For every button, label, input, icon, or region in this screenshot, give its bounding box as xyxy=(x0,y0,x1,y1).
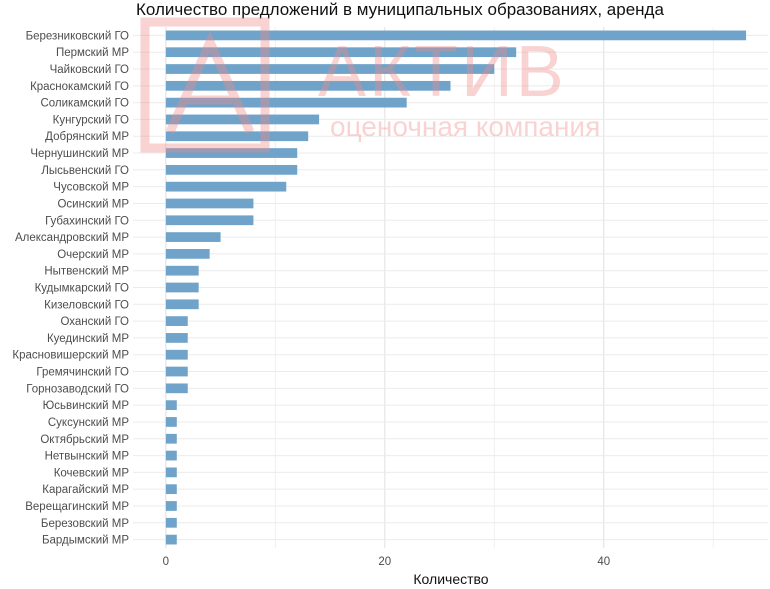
bar xyxy=(165,215,254,226)
bar xyxy=(165,349,188,360)
bar xyxy=(165,198,254,209)
y-tick-label: Александровский МР xyxy=(15,232,129,244)
y-tick-label: Кудымкарский ГО xyxy=(35,283,129,295)
watermark-logo: АКТИВ оценочная компания xyxy=(140,17,600,153)
bar xyxy=(165,316,188,326)
y-tick-label: Пермский МР xyxy=(56,47,129,59)
watermark-glyph xyxy=(165,30,255,134)
chart-title: Количество предложений в муниципальных о… xyxy=(136,0,664,19)
bar xyxy=(165,450,177,461)
y-tick-label: Юсьвинский МР xyxy=(43,400,130,412)
bar xyxy=(165,299,199,310)
bar xyxy=(165,181,287,192)
y-tick-label: Соликамский ГО xyxy=(40,98,129,110)
bar xyxy=(165,433,177,444)
y-tick-label: Березовский МР xyxy=(41,518,129,530)
y-tick-label: Суксунский МР xyxy=(48,417,129,429)
bar xyxy=(165,501,177,511)
y-tick-label: Горнозаводский ГО xyxy=(26,383,129,395)
y-tick-label: Кизеловский ГО xyxy=(44,299,129,311)
y-tick-label: Губахинский ГО xyxy=(45,215,129,227)
y-tick-label: Карагайский МР xyxy=(42,484,129,496)
y-tick-label: Кунгурский ГО xyxy=(53,114,129,126)
y-tick-label: Краснокамский ГО xyxy=(30,81,129,93)
bar xyxy=(165,400,177,411)
y-tick-label: Бардымский МР xyxy=(42,535,129,547)
bar xyxy=(165,131,309,142)
bar xyxy=(165,417,177,427)
y-tick-label: Очерский МР xyxy=(57,249,129,261)
bar xyxy=(165,148,298,158)
x-axis-title: Количество xyxy=(413,571,488,587)
y-tick-label: Нетвынский МР xyxy=(45,451,130,463)
watermark-subtitle: оценочная компания xyxy=(330,111,600,142)
y-tick-label: Куединский МР xyxy=(47,333,129,345)
bar xyxy=(165,232,221,242)
bar xyxy=(165,164,298,175)
y-tick-label: Чусовской МР xyxy=(53,182,129,194)
bar xyxy=(165,534,177,545)
y-tick-label: Чернушинский МР xyxy=(30,148,129,160)
y-tick-label: Лысьвенский ГО xyxy=(41,165,129,177)
y-tick-label: Чайковский ГО xyxy=(50,64,129,76)
bar xyxy=(165,114,320,125)
bars xyxy=(165,30,747,545)
bar xyxy=(165,282,199,293)
y-tick-label: Октябрьский МР xyxy=(40,434,129,446)
y-tick-label: Добрянский МР xyxy=(45,131,129,143)
x-tick-label: 40 xyxy=(597,556,610,568)
y-tick-label: Гремячинский ГО xyxy=(36,367,129,379)
bar xyxy=(165,47,517,58)
y-tick-label: Осинский МР xyxy=(57,198,129,210)
bar xyxy=(165,517,177,528)
watermark-frame xyxy=(140,17,270,153)
bar xyxy=(165,333,188,343)
bar xyxy=(165,97,407,108)
bar xyxy=(165,30,747,41)
y-tick-label: Красновишерский МР xyxy=(12,350,129,362)
y-tick-label: Кочевский МР xyxy=(54,467,130,479)
bar xyxy=(165,383,188,394)
bar xyxy=(165,484,177,495)
y-tick-label: Нытвенский МР xyxy=(44,266,129,278)
bar xyxy=(165,265,199,276)
bar xyxy=(165,366,188,377)
bar xyxy=(165,80,451,91)
y-tick-label: Оханский ГО xyxy=(60,316,129,328)
x-tick-labels: 0 20 40 xyxy=(163,556,611,568)
x-tick-label: 0 xyxy=(163,556,169,568)
y-tick-label: Верещагинский МР xyxy=(25,501,129,513)
bar xyxy=(165,249,210,259)
x-tick-label: 20 xyxy=(378,556,391,568)
y-tick-labels: Березниковский ГО Пермский МР Чайковский Г… xyxy=(12,30,129,546)
watermark-brand: АКТИВ xyxy=(318,32,567,112)
y-tick-label: Березниковский ГО xyxy=(26,30,129,42)
bar xyxy=(165,64,495,74)
bar xyxy=(165,467,177,478)
